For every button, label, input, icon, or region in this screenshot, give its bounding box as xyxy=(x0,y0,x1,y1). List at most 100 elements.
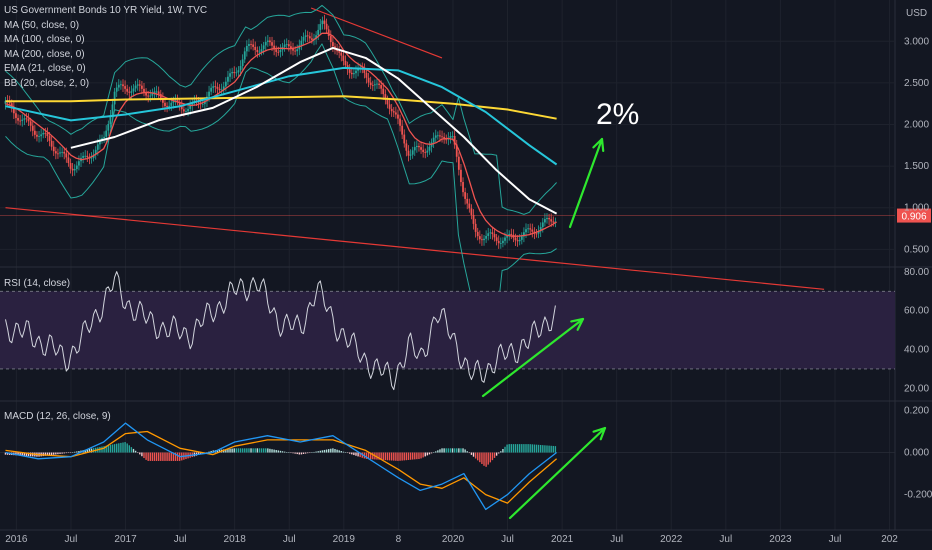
macd-histogram-bar xyxy=(252,448,254,453)
macd-histogram-bar xyxy=(498,452,500,454)
rsi-panel[interactable] xyxy=(0,271,895,398)
candle-body xyxy=(546,218,548,220)
macd-histogram-bar xyxy=(292,452,294,454)
indicator-bb[interactable]: BB (20, close, 2, 0) xyxy=(4,77,90,89)
macd-histogram-bar xyxy=(235,448,238,453)
axes: 2016 Jul 2017 Jul 2018 Jul 2019 8 2020 Jul 2021 Jul… xyxy=(5,36,932,545)
candle-body xyxy=(537,231,540,234)
macd-histogram-bar xyxy=(166,452,168,461)
macd-histogram-bar xyxy=(139,452,141,455)
price-panel[interactable]: 0.906 xyxy=(0,4,931,322)
currency-label[interactable]: USD xyxy=(906,8,928,19)
candle-body xyxy=(75,165,78,170)
macd-up-arrow-head xyxy=(592,426,607,441)
macd-histogram-bar xyxy=(124,442,126,453)
macd-histogram-bar xyxy=(29,452,32,457)
macd-histogram-bar xyxy=(508,444,510,453)
candle-body xyxy=(485,235,488,239)
candle-body xyxy=(411,150,414,155)
candle-body xyxy=(212,86,215,88)
candle-body xyxy=(338,51,341,53)
candle-body xyxy=(397,114,399,119)
macd-histogram-bar xyxy=(164,452,166,461)
candle-body xyxy=(140,85,143,89)
macd-histogram-bar xyxy=(53,452,55,455)
price-tick-label: 2.000 xyxy=(904,120,929,131)
macd-histogram-bar xyxy=(365,452,368,459)
macd-histogram-bar xyxy=(71,452,74,453)
macd-histogram-bar xyxy=(176,452,179,461)
indicator-ma50[interactable]: MA (50, close, 0) xyxy=(4,19,80,31)
macd-histogram-bar xyxy=(481,452,483,464)
macd-histogram-bar xyxy=(340,451,342,453)
macd-histogram-bar xyxy=(493,452,496,458)
indicator-ema21[interactable]: EMA (21, close, 0) xyxy=(4,63,86,74)
macd-tick-label: 0.200 xyxy=(904,405,929,416)
macd-histogram-bar xyxy=(443,448,445,453)
macd-histogram-bar xyxy=(149,452,151,461)
macd-histogram-bar xyxy=(321,450,324,453)
candle-body xyxy=(124,86,126,89)
candle-body xyxy=(208,91,210,97)
macd-histogram-bar xyxy=(351,452,353,455)
macd-histogram-bar xyxy=(290,452,292,454)
indicator-ma100[interactable]: MA (100, close, 0) xyxy=(4,34,85,45)
candle-body xyxy=(539,227,542,232)
macd-histogram-bar xyxy=(449,448,452,453)
candle-body xyxy=(222,86,225,90)
candle-body xyxy=(65,153,68,158)
macd-histogram-bar xyxy=(273,449,275,453)
macd-histogram-bar xyxy=(435,451,437,453)
candle-body xyxy=(543,219,546,223)
x-tick-label: Jul xyxy=(65,534,78,545)
macd-histogram-bar xyxy=(405,452,408,461)
candle-body xyxy=(166,106,168,108)
x-tick-label: 2020 xyxy=(442,534,465,545)
candle-body xyxy=(130,91,133,93)
last-price-badge xyxy=(897,208,931,223)
candle-body xyxy=(128,91,131,93)
candle-body xyxy=(269,40,271,43)
macd-panel[interactable] xyxy=(0,422,895,520)
macd-line xyxy=(5,422,557,511)
candle-body xyxy=(340,52,343,56)
candle-body xyxy=(344,60,347,66)
macd-histogram-bar xyxy=(225,449,227,453)
macd-legend[interactable]: MACD (12, 26, close, 9) xyxy=(4,411,111,422)
macd-histogram-bar xyxy=(241,448,244,453)
rsi-legend[interactable]: RSI (14, close) xyxy=(4,278,71,289)
candle-body xyxy=(155,91,158,93)
candle-body xyxy=(510,233,513,235)
candle-body xyxy=(231,72,234,74)
candle-body xyxy=(201,103,204,105)
macd-histogram-bar xyxy=(237,448,240,453)
indicator-ma200[interactable]: MA (200, close, 0) xyxy=(4,48,85,60)
macd-histogram-bar xyxy=(521,444,523,453)
macd-histogram-bar xyxy=(401,452,403,461)
macd-histogram-bar xyxy=(134,450,137,453)
candle-body xyxy=(59,152,61,154)
candle-body xyxy=(436,135,439,137)
candle-body xyxy=(453,135,456,145)
macd-histogram-bar xyxy=(21,452,23,456)
rsi-up-arrow xyxy=(481,317,585,398)
macd-histogram-bar xyxy=(46,452,49,456)
candle-body xyxy=(103,136,106,139)
candle-body xyxy=(147,95,150,97)
price-tick-label: 1.000 xyxy=(904,203,929,214)
macd-histogram-bar xyxy=(378,452,380,460)
candle-body xyxy=(384,94,387,100)
candle-body xyxy=(325,23,328,30)
macd-histogram-bar xyxy=(78,450,80,453)
candle-body xyxy=(434,135,437,138)
macd-histogram-bar xyxy=(464,449,466,453)
symbol-title[interactable]: US Government Bonds 10 YR Yield, 1W, TVC xyxy=(4,5,208,16)
macd-histogram-bar xyxy=(231,448,233,453)
macd-histogram-bar xyxy=(113,444,116,453)
candle-body xyxy=(42,132,45,135)
macd-histogram-bar xyxy=(126,443,128,453)
candle-body xyxy=(48,136,51,141)
price-legend: US Government Bonds 10 YR Yield, 1W, TVC… xyxy=(4,4,207,91)
candle-body xyxy=(161,98,164,103)
